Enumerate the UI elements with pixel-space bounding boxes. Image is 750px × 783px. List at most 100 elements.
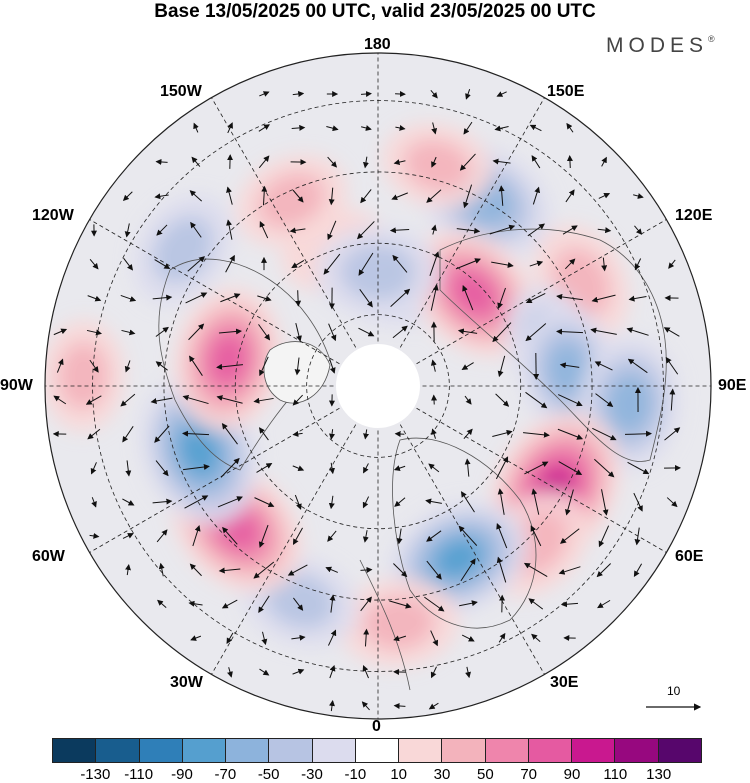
wind-arrow: [327, 629, 337, 646]
wind-arrow: [601, 257, 608, 272]
wind-arrow: [634, 258, 642, 271]
wind-arrow: [122, 498, 135, 506]
wind-arrow: [430, 359, 437, 372]
brand-name: MODES: [606, 34, 709, 57]
wind-arrow: [216, 363, 243, 370]
colorbar-tick-label: -130: [80, 766, 111, 783]
wind-arrow: [362, 496, 370, 509]
wind-arrow: [327, 220, 337, 241]
wind-arrow: [393, 465, 406, 471]
wind-arrow: [292, 90, 305, 97]
wind-arrow: [292, 527, 303, 546]
wind-arrow: [362, 665, 369, 679]
colorbar-swatch: [182, 739, 227, 762]
wind-arrow: [120, 294, 137, 302]
wind-arrow: [592, 427, 617, 441]
wind-arrow: [295, 323, 302, 342]
colorbar-swatch: [485, 739, 529, 762]
colorbar-swatch: [399, 739, 443, 762]
lon-label-150w: 150W: [160, 83, 202, 100]
wind-arrow: [328, 495, 335, 510]
wind-arrow: [89, 258, 99, 270]
wind-arrow: [294, 357, 301, 376]
wind-arrow: [531, 633, 541, 643]
wind-arrow: [394, 431, 405, 438]
wind-arrow: [492, 429, 513, 437]
wind-arrow: [329, 699, 335, 712]
wind-arrow: [154, 425, 170, 443]
wind-arrow: [390, 288, 411, 307]
wind-arrow: [530, 525, 542, 547]
wind-arrow: [89, 359, 99, 373]
wind-arrow: [259, 668, 270, 676]
wind-arrow: [393, 563, 408, 578]
wind-arrow: [56, 358, 64, 373]
colorbar-tick-label: 10: [390, 766, 407, 783]
wind-arrow: [157, 599, 167, 609]
wind-arrow: [154, 259, 171, 269]
anomaly-field: [45, 123, 680, 668]
wind-arrow: [291, 124, 306, 131]
meridian-line: [89, 219, 370, 382]
wind-arrow: [523, 431, 550, 438]
wind-arrow: [634, 225, 643, 235]
wind-arrow: [221, 599, 238, 609]
wind-arrow: [430, 89, 438, 99]
anomaly-contour: [179, 426, 219, 476]
lon-label-90e: 90E: [718, 377, 747, 394]
wind-arrow: [123, 257, 134, 271]
colorbar-swatch: [53, 739, 97, 762]
wind-arrow: [124, 360, 131, 373]
colorbar-tick-label: -10: [344, 766, 367, 783]
wind-arrow: [220, 293, 241, 303]
wind-arrow: [464, 458, 471, 477]
wind-arrow: [497, 287, 506, 309]
wind-arrow: [562, 225, 578, 235]
wind-arrow: [665, 356, 679, 375]
wind-arrow: [295, 290, 302, 307]
wind-arrow: [498, 632, 506, 643]
anomaly-contour: [452, 272, 495, 315]
wind-arrow: [190, 221, 202, 238]
wind-arrow: [497, 355, 506, 378]
wind-arrow: [188, 600, 203, 607]
lon-label-0: 0: [372, 718, 381, 735]
wind-arrow: [53, 328, 68, 336]
wind-arrow: [183, 464, 210, 471]
wind-arrow: [220, 457, 240, 478]
wind-arrow: [258, 324, 271, 341]
meridian-line: [89, 390, 370, 553]
colorbar-swatch: [139, 739, 183, 762]
wind-arrow: [633, 563, 643, 578]
wind-arrow: [226, 632, 234, 645]
wind-arrow: [221, 422, 238, 445]
wind-arrow: [597, 599, 611, 609]
wind-arrow: [188, 323, 205, 341]
wind-arrow: [393, 159, 406, 166]
wind-arrow: [525, 323, 547, 342]
colorbar-tick-label: 30: [433, 766, 451, 783]
wind-arrow: [360, 566, 373, 573]
wind-arrow: [430, 630, 439, 647]
wind-arrow: [360, 189, 372, 204]
anomaly-contour: [210, 335, 247, 384]
wind-arrow: [594, 361, 613, 371]
wind-arrow: [431, 156, 437, 168]
colorbar-swatch: [269, 739, 313, 762]
wind-arrow: [189, 355, 203, 376]
meridian-line: [382, 97, 545, 378]
wind-arrow: [329, 594, 336, 613]
wind-arrow: [291, 634, 306, 641]
wind-arrow: [363, 628, 370, 647]
wind-arrow: [291, 259, 305, 269]
wind-arrow: [185, 292, 208, 304]
wind-arrow: [261, 631, 268, 646]
wind-arrow: [87, 295, 102, 302]
wind-arrow: [428, 463, 440, 473]
wind-arrow: [494, 125, 509, 132]
wind-arrow: [361, 701, 370, 711]
wind-arrow: [663, 327, 680, 337]
lon-label-150e: 150E: [547, 83, 585, 100]
wind-arrow: [125, 460, 132, 477]
wind-arrow: [120, 393, 136, 407]
